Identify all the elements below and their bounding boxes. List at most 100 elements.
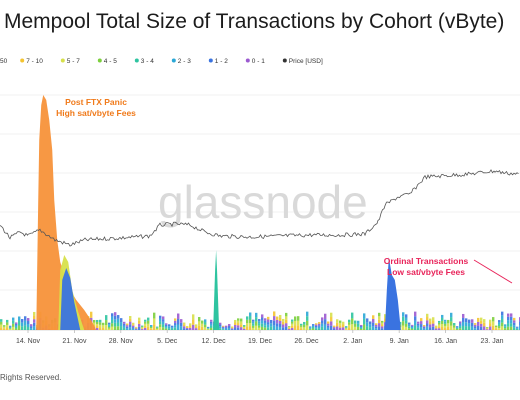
area-band [318, 326, 321, 329]
area-band [492, 325, 495, 330]
area-band [489, 319, 492, 324]
x-tick-label: 9. Jan [390, 338, 409, 345]
area-band [360, 324, 363, 326]
area-band [231, 329, 234, 330]
area-band [279, 320, 282, 324]
area-band [21, 319, 24, 323]
area-band [108, 322, 111, 325]
area-band [333, 327, 336, 329]
legend-swatch [171, 58, 176, 63]
area-band [144, 319, 147, 322]
area-band [147, 320, 150, 324]
area-band [507, 313, 510, 317]
area-band [477, 317, 480, 322]
area-band [207, 326, 210, 328]
area-band [417, 321, 420, 324]
area-band [447, 326, 450, 330]
x-tick-label: 21. Nov [62, 338, 87, 345]
area-band [408, 328, 411, 330]
area-band [165, 323, 168, 325]
area-band [243, 327, 246, 329]
area-band [378, 319, 381, 324]
area-band [381, 320, 384, 323]
area-band [402, 321, 405, 326]
area-band [462, 313, 465, 318]
area-band [249, 315, 252, 320]
area-band [12, 326, 15, 330]
area-band [159, 327, 162, 330]
area-band [309, 326, 312, 328]
area-band [405, 323, 408, 327]
area-band [402, 325, 405, 330]
area-band [237, 325, 240, 328]
area-band [255, 325, 258, 330]
area-band [456, 327, 459, 329]
area-band [438, 322, 441, 325]
area-band [423, 328, 426, 330]
area-band [327, 327, 330, 330]
area-band [513, 317, 516, 321]
area-band [240, 324, 243, 328]
area-band [21, 322, 24, 327]
area-band [162, 321, 165, 325]
area-band [444, 325, 447, 328]
area-band [438, 326, 441, 329]
area-band [96, 321, 99, 324]
area-band [3, 326, 6, 329]
area-band [258, 323, 261, 326]
area-band [159, 315, 162, 319]
area-band [270, 319, 273, 324]
area-band [315, 328, 318, 330]
area-band [96, 327, 99, 330]
area-band [444, 323, 447, 326]
area-band [426, 317, 429, 321]
legend-item: 3 - 4 [141, 58, 154, 65]
area-band [333, 325, 336, 328]
area-band [123, 325, 126, 328]
area-band [363, 318, 366, 325]
area-band [420, 321, 423, 325]
area-band [99, 319, 102, 323]
area-band [183, 328, 186, 330]
area-band [150, 325, 153, 327]
area-band [171, 328, 174, 330]
area-band [318, 325, 321, 327]
area-band [102, 327, 105, 330]
area-band [306, 311, 309, 317]
area-band [378, 316, 381, 320]
area-band [150, 327, 153, 329]
area-band [420, 318, 423, 322]
area-band [285, 326, 288, 330]
area-band [150, 324, 153, 326]
area-band [450, 321, 453, 326]
area-band [261, 320, 264, 324]
area-band [24, 320, 27, 326]
area-band [249, 322, 252, 327]
area-band [129, 318, 132, 322]
area-band [411, 325, 414, 327]
area-band [339, 327, 342, 330]
area-band [468, 319, 471, 324]
area-band [108, 325, 111, 328]
area-band [237, 327, 240, 330]
area-band [27, 324, 30, 328]
area-band [255, 321, 258, 326]
area-band [135, 329, 138, 330]
area-band [165, 328, 168, 330]
area-band [312, 324, 315, 326]
area-band [459, 328, 462, 330]
area-band [351, 312, 354, 319]
area-band [288, 327, 291, 329]
area-band [207, 328, 210, 329]
area-band [339, 322, 342, 326]
area-band [438, 320, 441, 323]
area-band [441, 326, 444, 330]
area-band [498, 326, 501, 329]
area-band [405, 314, 408, 318]
area-band [465, 318, 468, 323]
area-band [105, 325, 108, 330]
area-band [369, 324, 372, 328]
area-band [270, 323, 273, 327]
area-band [171, 327, 174, 329]
area-band [453, 327, 456, 330]
